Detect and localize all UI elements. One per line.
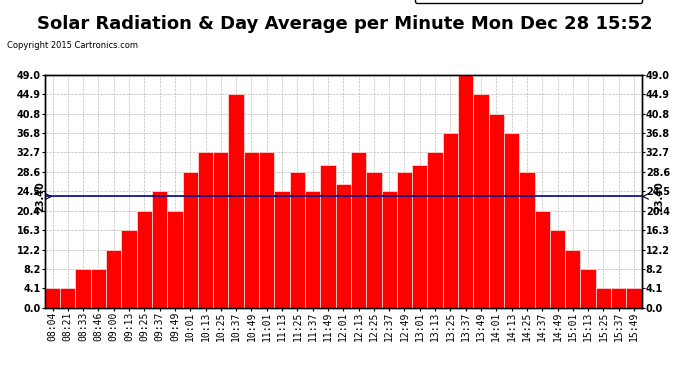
Bar	[550, 230, 565, 308]
Bar	[382, 191, 397, 308]
Bar	[335, 184, 351, 308]
Text: Solar Radiation & Day Average per Minute Mon Dec 28 15:52: Solar Radiation & Day Average per Minute…	[37, 15, 653, 33]
Bar	[412, 165, 427, 308]
Bar	[320, 165, 335, 308]
Bar	[91, 268, 106, 308]
Text: Copyright 2015 Cartronics.com: Copyright 2015 Cartronics.com	[7, 41, 138, 50]
Bar	[290, 172, 305, 308]
Bar	[535, 211, 550, 308]
Bar	[228, 94, 244, 308]
Bar	[275, 191, 290, 308]
Bar	[244, 152, 259, 308]
Bar	[198, 152, 213, 308]
Legend: Median (w/m2), Radiation (w/m2): Median (w/m2), Radiation (w/m2)	[415, 0, 642, 3]
Bar	[351, 152, 366, 308]
Bar	[580, 268, 595, 308]
Bar	[397, 172, 412, 308]
Bar	[60, 288, 75, 308]
Bar	[443, 133, 458, 308]
Bar	[458, 75, 473, 307]
Bar	[167, 211, 183, 308]
Bar	[611, 288, 627, 308]
Bar	[121, 230, 137, 308]
Bar	[489, 114, 504, 308]
Bar	[259, 152, 275, 308]
Bar	[75, 268, 91, 308]
Bar	[213, 152, 228, 308]
Bar	[595, 288, 611, 308]
Bar	[504, 133, 520, 308]
Bar	[366, 172, 382, 308]
Bar	[627, 288, 642, 308]
Bar	[565, 250, 580, 308]
Bar	[152, 191, 167, 308]
Bar	[305, 191, 320, 308]
Bar	[427, 152, 443, 308]
Bar	[106, 250, 121, 308]
Bar	[183, 172, 198, 308]
Text: 23.40: 23.40	[654, 181, 664, 212]
Bar	[45, 288, 60, 308]
Bar	[520, 172, 535, 308]
Bar	[137, 211, 152, 308]
Bar	[473, 94, 489, 308]
Text: 23.40: 23.40	[35, 181, 45, 212]
